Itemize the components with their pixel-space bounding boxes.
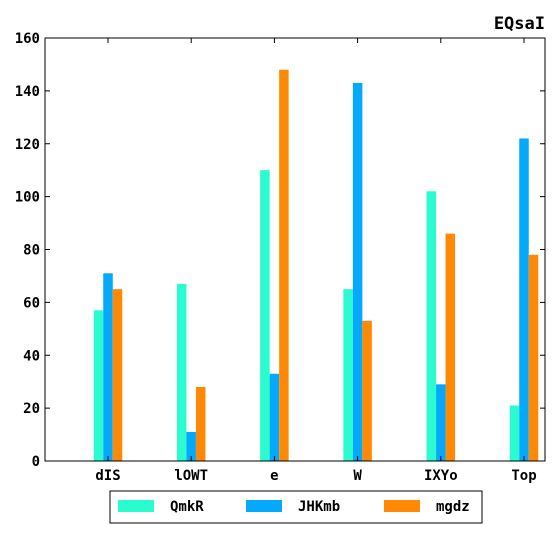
y-tick-label: 20 <box>23 401 40 417</box>
bar-JHKmb-Top <box>519 138 529 461</box>
legend: QmkR JHKmb mgdz <box>109 490 483 524</box>
y-tick-label: 160 <box>15 31 40 47</box>
bar-JHKmb-W <box>352 82 363 461</box>
legend-label-QmkR: QmkR <box>170 499 204 515</box>
bar-mgdz-W <box>362 320 372 461</box>
legend-swatch-QmkR <box>118 500 154 512</box>
bar-QmkR-W <box>343 289 353 461</box>
y-tick-label: 100 <box>15 190 40 206</box>
bar-mgdz-e <box>279 69 289 461</box>
y-axis-ticks: 0 20 40 60 80 100 120 140 160 <box>15 31 545 470</box>
y-tick-label: 80 <box>23 243 40 259</box>
bar-QmkR-dIS <box>93 310 104 461</box>
legend-swatch-mgdz <box>384 500 420 512</box>
y-tick-label: 60 <box>23 295 40 311</box>
chart-title: EQsaI <box>494 14 545 34</box>
bar-mgdz-Top <box>528 254 539 461</box>
bar-JHKmb-e <box>269 373 280 461</box>
bar-mgdz-IXYo <box>445 233 456 461</box>
legend-label-JHKmb: JHKmb <box>298 499 340 515</box>
bar-QmkR-e <box>260 170 270 461</box>
bar-JHKmb-IXYo <box>436 384 446 461</box>
y-tick-label: 120 <box>15 137 40 153</box>
y-tick-label: 0 <box>32 454 40 470</box>
bars-group <box>93 69 539 461</box>
legend-box <box>109 490 483 524</box>
x-tick-label: dIS <box>95 468 120 484</box>
x-tick-label: Top <box>511 468 536 484</box>
bar-mgdz-lOWT <box>195 386 206 461</box>
bar-JHKmb-dIS <box>103 273 113 461</box>
y-tick-label: 140 <box>15 84 40 100</box>
x-tick-label: lOWT <box>174 468 208 484</box>
x-axis-ticks: dIS lOWT e W IXYo Top <box>95 38 537 484</box>
legend-swatch-JHKmb <box>246 500 282 512</box>
bar-QmkR-Top <box>509 405 520 461</box>
bar-QmkR-IXYo <box>426 191 437 461</box>
x-tick-label: W <box>353 468 362 484</box>
legend-label-mgdz: mgdz <box>436 499 470 515</box>
x-tick-label: IXYo <box>424 468 458 484</box>
bar-JHKmb-lOWT <box>186 431 196 461</box>
x-tick-label: e <box>270 468 278 484</box>
bar-mgdz-dIS <box>112 289 123 461</box>
y-tick-label: 40 <box>23 348 40 364</box>
bar-QmkR-lOWT <box>176 283 187 461</box>
plot-frame <box>44 37 546 462</box>
